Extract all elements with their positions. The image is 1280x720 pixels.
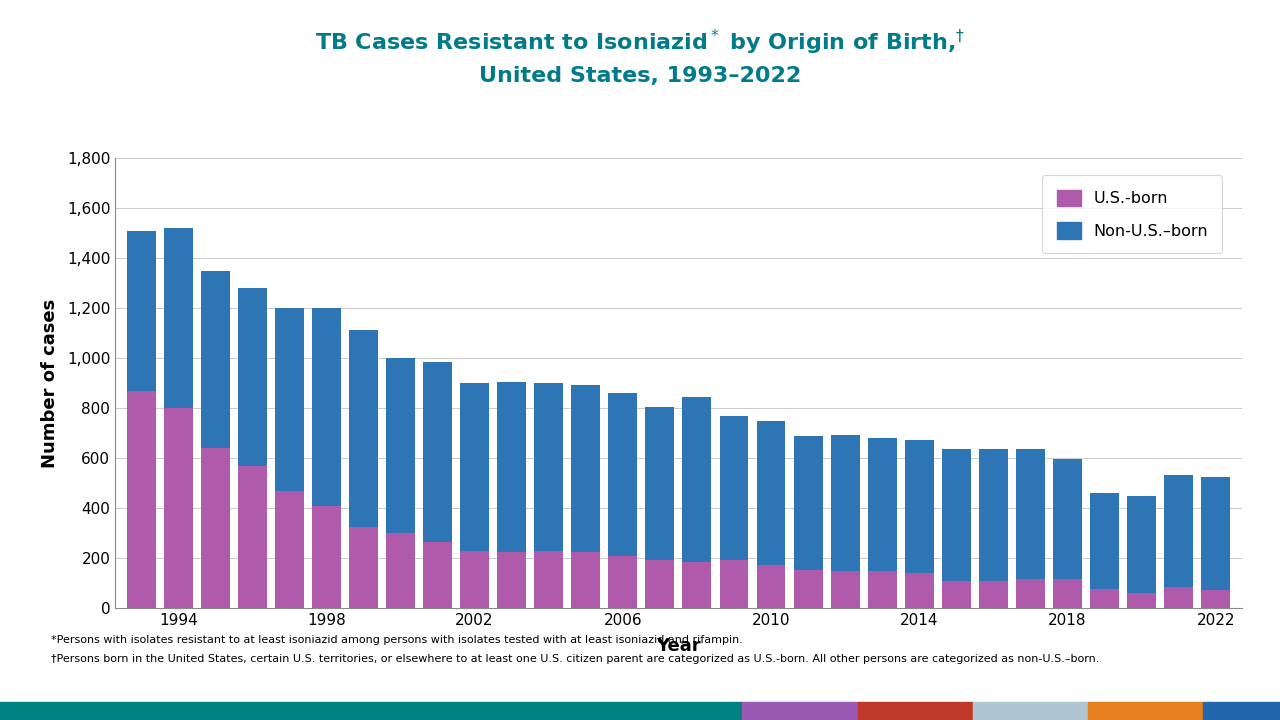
- Bar: [1091, 493, 1119, 589]
- Bar: [868, 571, 896, 608]
- Bar: [979, 449, 1007, 582]
- Bar: [756, 421, 786, 564]
- Bar: [1091, 589, 1119, 608]
- Text: *Persons with isolates resistant to at least isoniazid among persons with isolat: *Persons with isolates resistant to at l…: [51, 635, 744, 645]
- Bar: [719, 559, 749, 608]
- Bar: [238, 289, 266, 466]
- Bar: [349, 527, 378, 608]
- Bar: [534, 383, 563, 551]
- Bar: [905, 572, 933, 608]
- Bar: [571, 384, 600, 552]
- Bar: [794, 436, 823, 570]
- Bar: [794, 570, 823, 608]
- Bar: [201, 271, 229, 449]
- Bar: [942, 449, 970, 582]
- Bar: [424, 542, 452, 608]
- X-axis label: Year: Year: [657, 636, 700, 654]
- Bar: [349, 330, 378, 527]
- Bar: [497, 552, 526, 608]
- Bar: [1053, 459, 1082, 579]
- Bar: [979, 582, 1007, 608]
- Bar: [942, 582, 970, 608]
- Bar: [905, 440, 933, 572]
- Bar: [201, 449, 229, 608]
- Bar: [1164, 587, 1193, 608]
- Text: TB Cases Resistant to Isoniazid$^*$ by Origin of Birth,$^†$: TB Cases Resistant to Isoniazid$^*$ by O…: [315, 27, 965, 57]
- Bar: [608, 393, 637, 556]
- Bar: [645, 559, 675, 608]
- Bar: [387, 534, 415, 608]
- Y-axis label: Number of cases: Number of cases: [41, 299, 59, 468]
- Bar: [719, 416, 749, 559]
- Bar: [534, 551, 563, 608]
- Bar: [387, 359, 415, 534]
- Bar: [756, 564, 786, 608]
- Bar: [127, 231, 156, 391]
- Bar: [312, 308, 340, 506]
- Bar: [238, 466, 266, 608]
- Bar: [1016, 579, 1044, 608]
- Bar: [460, 551, 489, 608]
- Bar: [312, 506, 340, 608]
- Bar: [1128, 496, 1156, 593]
- Legend: U.S.-born, Non-U.S.–born: U.S.-born, Non-U.S.–born: [1042, 176, 1222, 253]
- Bar: [682, 562, 712, 608]
- Bar: [1053, 579, 1082, 608]
- Bar: [1164, 475, 1193, 587]
- Bar: [275, 308, 303, 491]
- Bar: [275, 491, 303, 608]
- Bar: [127, 391, 156, 608]
- Bar: [424, 362, 452, 542]
- Text: †Persons born in the United States, certain U.S. territories, or elsewhere to at: †Persons born in the United States, cert…: [51, 654, 1100, 664]
- Bar: [831, 435, 860, 572]
- Bar: [868, 438, 896, 571]
- Bar: [682, 397, 712, 562]
- Bar: [164, 228, 192, 408]
- Bar: [608, 556, 637, 608]
- Bar: [1201, 590, 1230, 608]
- Bar: [497, 382, 526, 552]
- Bar: [645, 407, 675, 559]
- Bar: [831, 572, 860, 608]
- Bar: [571, 552, 600, 608]
- Bar: [164, 408, 192, 608]
- Bar: [460, 383, 489, 551]
- Bar: [1016, 449, 1044, 579]
- Text: United States, 1993–2022: United States, 1993–2022: [479, 66, 801, 86]
- Bar: [1201, 477, 1230, 590]
- Bar: [1128, 593, 1156, 608]
